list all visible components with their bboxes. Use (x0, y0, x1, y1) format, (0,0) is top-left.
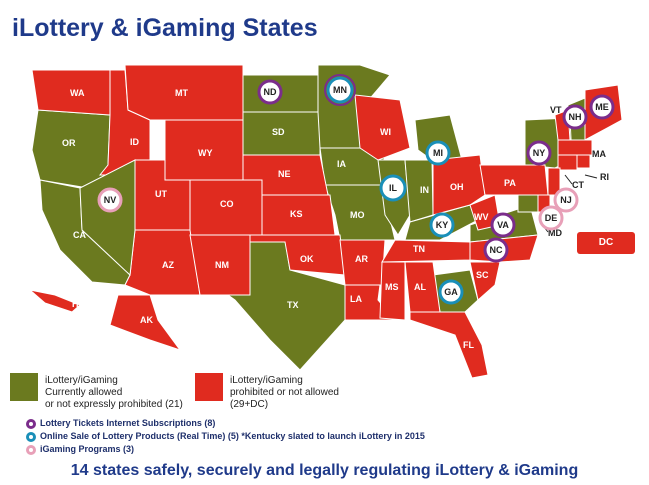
state-wi (354, 94, 411, 161)
label-in: IN (420, 185, 429, 195)
svg-text:MN: MN (333, 85, 347, 95)
legend-allowed-swatch (10, 373, 38, 401)
state-tn (381, 239, 471, 263)
state-nv (79, 159, 136, 277)
label-ak: AK (140, 315, 153, 325)
label-ne: NE (278, 169, 291, 179)
svg-text:DE: DE (545, 213, 558, 223)
ring-de: DE (538, 205, 564, 231)
label-ms: MS (385, 282, 399, 292)
label-mo: MO (350, 210, 365, 220)
ring-mn: MN (324, 74, 356, 106)
label-ca: CA (73, 230, 86, 240)
label-or: OR (62, 138, 76, 148)
state-fl (409, 311, 489, 379)
svg-text:NV: NV (104, 195, 117, 205)
legend-row-igaming: iGaming Programs (3) (26, 444, 134, 455)
label-wv: WV (474, 212, 489, 222)
ring-ga: GA (438, 279, 464, 305)
label-ok: OK (300, 254, 314, 264)
svg-text:ME: ME (595, 102, 609, 112)
label-ri: RI (600, 172, 609, 182)
ring-nv: NV (97, 187, 123, 213)
ring-mi: MI (425, 140, 451, 166)
label-la: LA (350, 294, 362, 304)
label-md: MD (548, 228, 562, 238)
ring-ny: NY (526, 140, 552, 166)
svg-text:NC: NC (490, 245, 503, 255)
ring-nj: NJ (553, 187, 579, 213)
ring-online-icon (26, 431, 36, 442)
label-sd: SD (272, 127, 285, 137)
legend-row-lottery-tickets: Lottery Tickets Internet Subscriptions (… (26, 418, 215, 429)
label-az: AZ (162, 260, 174, 270)
label-ct: CT (572, 180, 584, 190)
label-hi: HI (72, 299, 81, 309)
ring-nh: NH (562, 104, 588, 130)
state-ak (109, 294, 182, 351)
label-nm: NM (215, 260, 229, 270)
svg-text:NY: NY (533, 148, 546, 158)
state-ma (557, 139, 593, 156)
dc-label: DC (577, 232, 635, 254)
label-tn: TN (413, 244, 425, 254)
ring-igaming-icon (26, 444, 36, 455)
page-title: iLottery & iGaming States (12, 14, 318, 42)
svg-text:MI: MI (433, 148, 443, 158)
label-ks: KS (290, 209, 303, 219)
label-wi: WI (380, 127, 391, 137)
svg-text:VA: VA (497, 220, 509, 230)
label-ar: AR (355, 254, 368, 264)
label-wa: WA (70, 88, 85, 98)
label-fl: FL (463, 340, 474, 350)
state-nm (189, 234, 251, 296)
svg-text:IL: IL (389, 183, 398, 193)
legend-prohibited-swatch (195, 373, 223, 401)
state-or (31, 109, 111, 191)
state-hi (28, 289, 81, 313)
label-mt: MT (175, 88, 188, 98)
ring-me: ME (589, 94, 615, 120)
svg-text:GA: GA (444, 287, 458, 297)
legend-allowed-text: iLottery/iGaming Currently allowed or no… (45, 375, 183, 410)
svg-text:NH: NH (569, 112, 582, 122)
label-pa: PA (504, 178, 516, 188)
legend-row-online-sale: Online Sale of Lottery Products (Real Ti… (26, 431, 425, 442)
state-ri (576, 154, 591, 169)
label-sc: SC (476, 270, 489, 280)
ring-nc: NC (483, 237, 509, 263)
svg-text:NJ: NJ (560, 195, 572, 205)
state-ok (249, 234, 346, 276)
state-md (517, 194, 541, 213)
label-id: ID (130, 137, 140, 147)
ring-il: IL (379, 174, 407, 202)
ring-ky: KY (429, 212, 455, 238)
footer-tagline: 14 states safely, securely and legally r… (70, 462, 579, 479)
state-oh (432, 154, 486, 216)
label-ia: IA (337, 159, 347, 169)
label-vt: VT (550, 105, 562, 115)
label-ut: UT (155, 189, 167, 199)
label-oh: OH (450, 182, 464, 192)
state-ms (379, 261, 406, 321)
label-al: AL (414, 282, 426, 292)
ring-lottery-icon (26, 418, 36, 429)
ring-va: VA (490, 212, 516, 238)
svg-text:KY: KY (436, 220, 449, 230)
label-tx: TX (287, 300, 299, 310)
svg-text:ND: ND (264, 87, 277, 97)
ring-nd: ND (257, 79, 283, 105)
label-ma: MA (592, 149, 606, 159)
state-ct (557, 154, 578, 171)
legend-prohibited-text: iLottery/iGaming prohibited or not allow… (230, 375, 339, 410)
state-sc (469, 261, 501, 301)
label-co: CO (220, 199, 234, 209)
label-wy: WY (198, 148, 213, 158)
